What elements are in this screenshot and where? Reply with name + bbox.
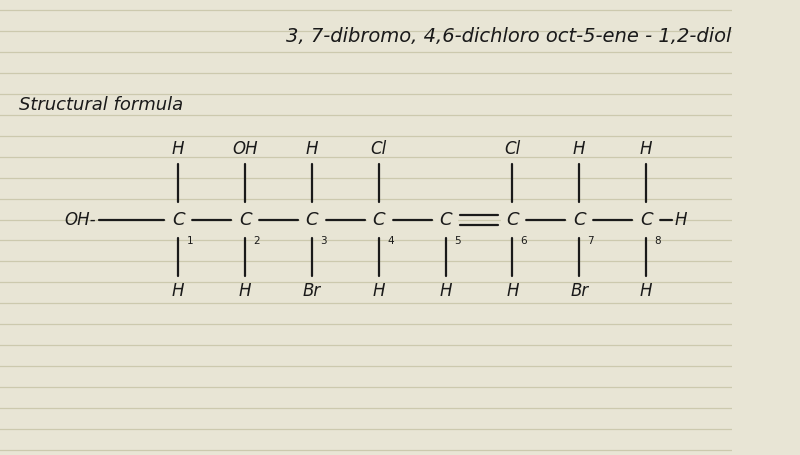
Text: 3: 3 [320, 236, 327, 246]
Text: H: H [306, 140, 318, 158]
Text: C: C [238, 211, 251, 229]
Text: H: H [239, 282, 251, 300]
Text: C: C [439, 211, 452, 229]
Text: C: C [172, 211, 185, 229]
Text: 2: 2 [254, 236, 260, 246]
Text: H: H [373, 282, 385, 300]
Text: Cl: Cl [504, 140, 521, 158]
Text: C: C [506, 211, 518, 229]
Text: 3, 7-dibromo, 4,6-dichloro oct-5-ene - 1,2-diol: 3, 7-dibromo, 4,6-dichloro oct-5-ene - 1… [286, 27, 732, 46]
Text: OH-: OH- [64, 211, 95, 229]
Text: H: H [674, 211, 687, 229]
Text: H: H [640, 282, 652, 300]
Text: H: H [506, 282, 518, 300]
Text: 8: 8 [654, 236, 661, 246]
Text: H: H [172, 282, 185, 300]
Text: C: C [373, 211, 385, 229]
Text: 6: 6 [521, 236, 527, 246]
Text: 4: 4 [387, 236, 394, 246]
Text: 5: 5 [454, 236, 461, 246]
Text: Br: Br [302, 282, 321, 300]
Text: Br: Br [570, 282, 588, 300]
Text: OH: OH [232, 140, 258, 158]
Text: H: H [172, 140, 185, 158]
Text: C: C [640, 211, 652, 229]
Text: H: H [573, 140, 586, 158]
Text: 7: 7 [587, 236, 594, 246]
Text: C: C [573, 211, 586, 229]
Text: H: H [640, 140, 652, 158]
Text: 1: 1 [186, 236, 193, 246]
Text: Cl: Cl [370, 140, 387, 158]
Text: Structural formula: Structural formula [19, 96, 183, 114]
Text: C: C [306, 211, 318, 229]
Text: H: H [439, 282, 452, 300]
